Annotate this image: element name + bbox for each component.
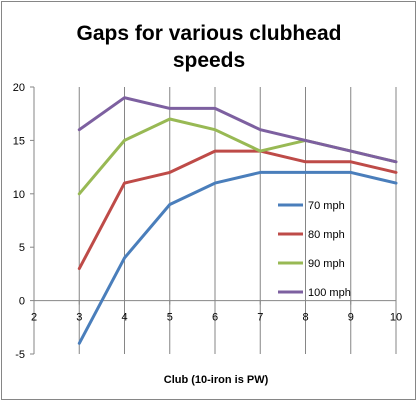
legend-label: 80 mph <box>308 229 345 241</box>
gridlines <box>78 87 397 354</box>
series-lines <box>77 96 398 345</box>
series-line-70-mph <box>77 170 398 345</box>
chart-title-line-2: speeds <box>173 49 245 72</box>
x-tick-label: 6 <box>212 312 218 324</box>
y-tick-labels: -5 0 5 10 15 20 <box>13 82 25 361</box>
y-tick-label: 20 <box>13 82 25 94</box>
x-tick-label: 7 <box>257 312 263 324</box>
x-tick-label: 3 <box>76 312 82 324</box>
x-tick-labels: 2 3 4 5 6 7 8 9 10 <box>31 312 402 324</box>
x-tick-label: 8 <box>302 312 308 324</box>
y-tick-label: 10 <box>13 189 25 201</box>
x-tick-label: 10 <box>390 312 402 324</box>
axes <box>30 86 397 355</box>
legend-label: 70 mph <box>308 200 345 212</box>
x-axis-label: Club (10-iron is PW) <box>164 374 269 386</box>
y-tick-label: -5 <box>15 349 25 361</box>
y-tick-label: 15 <box>13 135 25 147</box>
y-tick-label: 5 <box>19 242 25 254</box>
x-tick-label: 2 <box>31 312 37 324</box>
legend: 70 mph 80 mph 90 mph 100 mph <box>278 200 351 299</box>
chart-title-line-1: Gaps for various clubhead <box>77 22 342 45</box>
x-tick-label: 4 <box>121 312 127 324</box>
x-tick-label: 9 <box>348 312 354 324</box>
legend-label: 100 mph <box>308 287 351 299</box>
series-line-100-mph <box>77 96 398 164</box>
x-tick-label: 5 <box>167 312 173 324</box>
series-line-80-mph <box>77 149 398 271</box>
legend-label: 90 mph <box>308 258 345 270</box>
y-tick-label: 0 <box>19 296 25 308</box>
